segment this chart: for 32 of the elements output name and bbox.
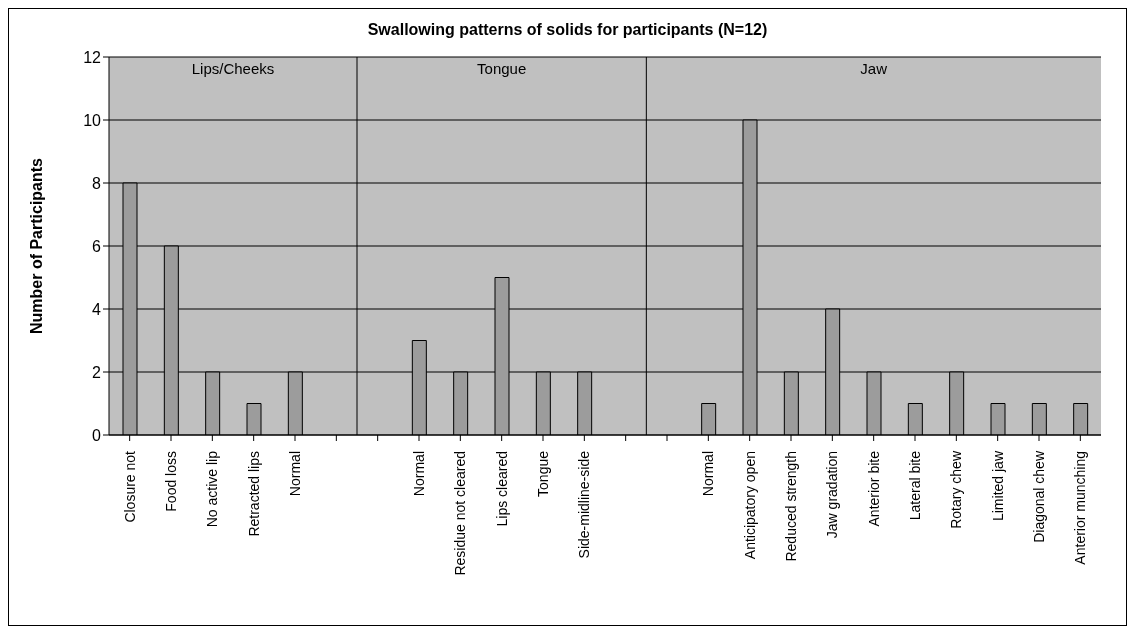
y-axis-title: Number of Participants bbox=[27, 157, 45, 335]
x-tick-label: Normal bbox=[287, 451, 303, 497]
y-tick-label: 12 bbox=[83, 48, 102, 66]
x-tick-label: Lateral bite bbox=[907, 450, 923, 521]
x-tick-label: Residue not cleared bbox=[452, 451, 469, 576]
annotation: Tongue bbox=[477, 59, 527, 77]
x-tick-label: Rotary chew bbox=[948, 450, 965, 529]
x-tick-label: Jaw gradation bbox=[824, 451, 841, 539]
y-tick-label: 8 bbox=[92, 174, 102, 192]
x-tick-label: Side-midline-side bbox=[576, 450, 593, 559]
x-tick-label: Anticipatory open bbox=[741, 451, 758, 560]
y-tick-label: 4 bbox=[92, 300, 102, 318]
y-tick-label: 6 bbox=[92, 237, 102, 255]
x-tick-label: Reduced strength bbox=[783, 451, 799, 562]
y-tick-label: 2 bbox=[92, 363, 102, 381]
x-tick-label: No active lip bbox=[204, 450, 221, 528]
x-tick-label: Diagonal chew bbox=[1031, 450, 1047, 543]
annotation: Lips/Cheeks bbox=[191, 59, 275, 77]
x-tick-label: Normal bbox=[411, 451, 427, 497]
x-tick-label: Anterior bite bbox=[865, 450, 882, 527]
x-tick-label: Limited jaw bbox=[989, 450, 1006, 522]
x-tick-label: Closure not bbox=[121, 450, 138, 523]
chart-title: Swallowing patterns of solids for participants (N=12) bbox=[366, 21, 769, 39]
y-tick-label: 10 bbox=[83, 111, 102, 129]
y-tick-label: 0 bbox=[92, 426, 102, 444]
x-tick-label: Retracted lips bbox=[245, 451, 262, 537]
annotation: Jaw bbox=[860, 59, 888, 77]
x-tick-label: Anterior munching bbox=[1072, 451, 1089, 565]
x-tick-label: Food loss bbox=[163, 451, 179, 512]
x-tick-label: Tongue bbox=[535, 450, 551, 497]
x-tick-label: Normal bbox=[700, 451, 717, 497]
x-tick-label: Lips cleared bbox=[493, 451, 510, 527]
